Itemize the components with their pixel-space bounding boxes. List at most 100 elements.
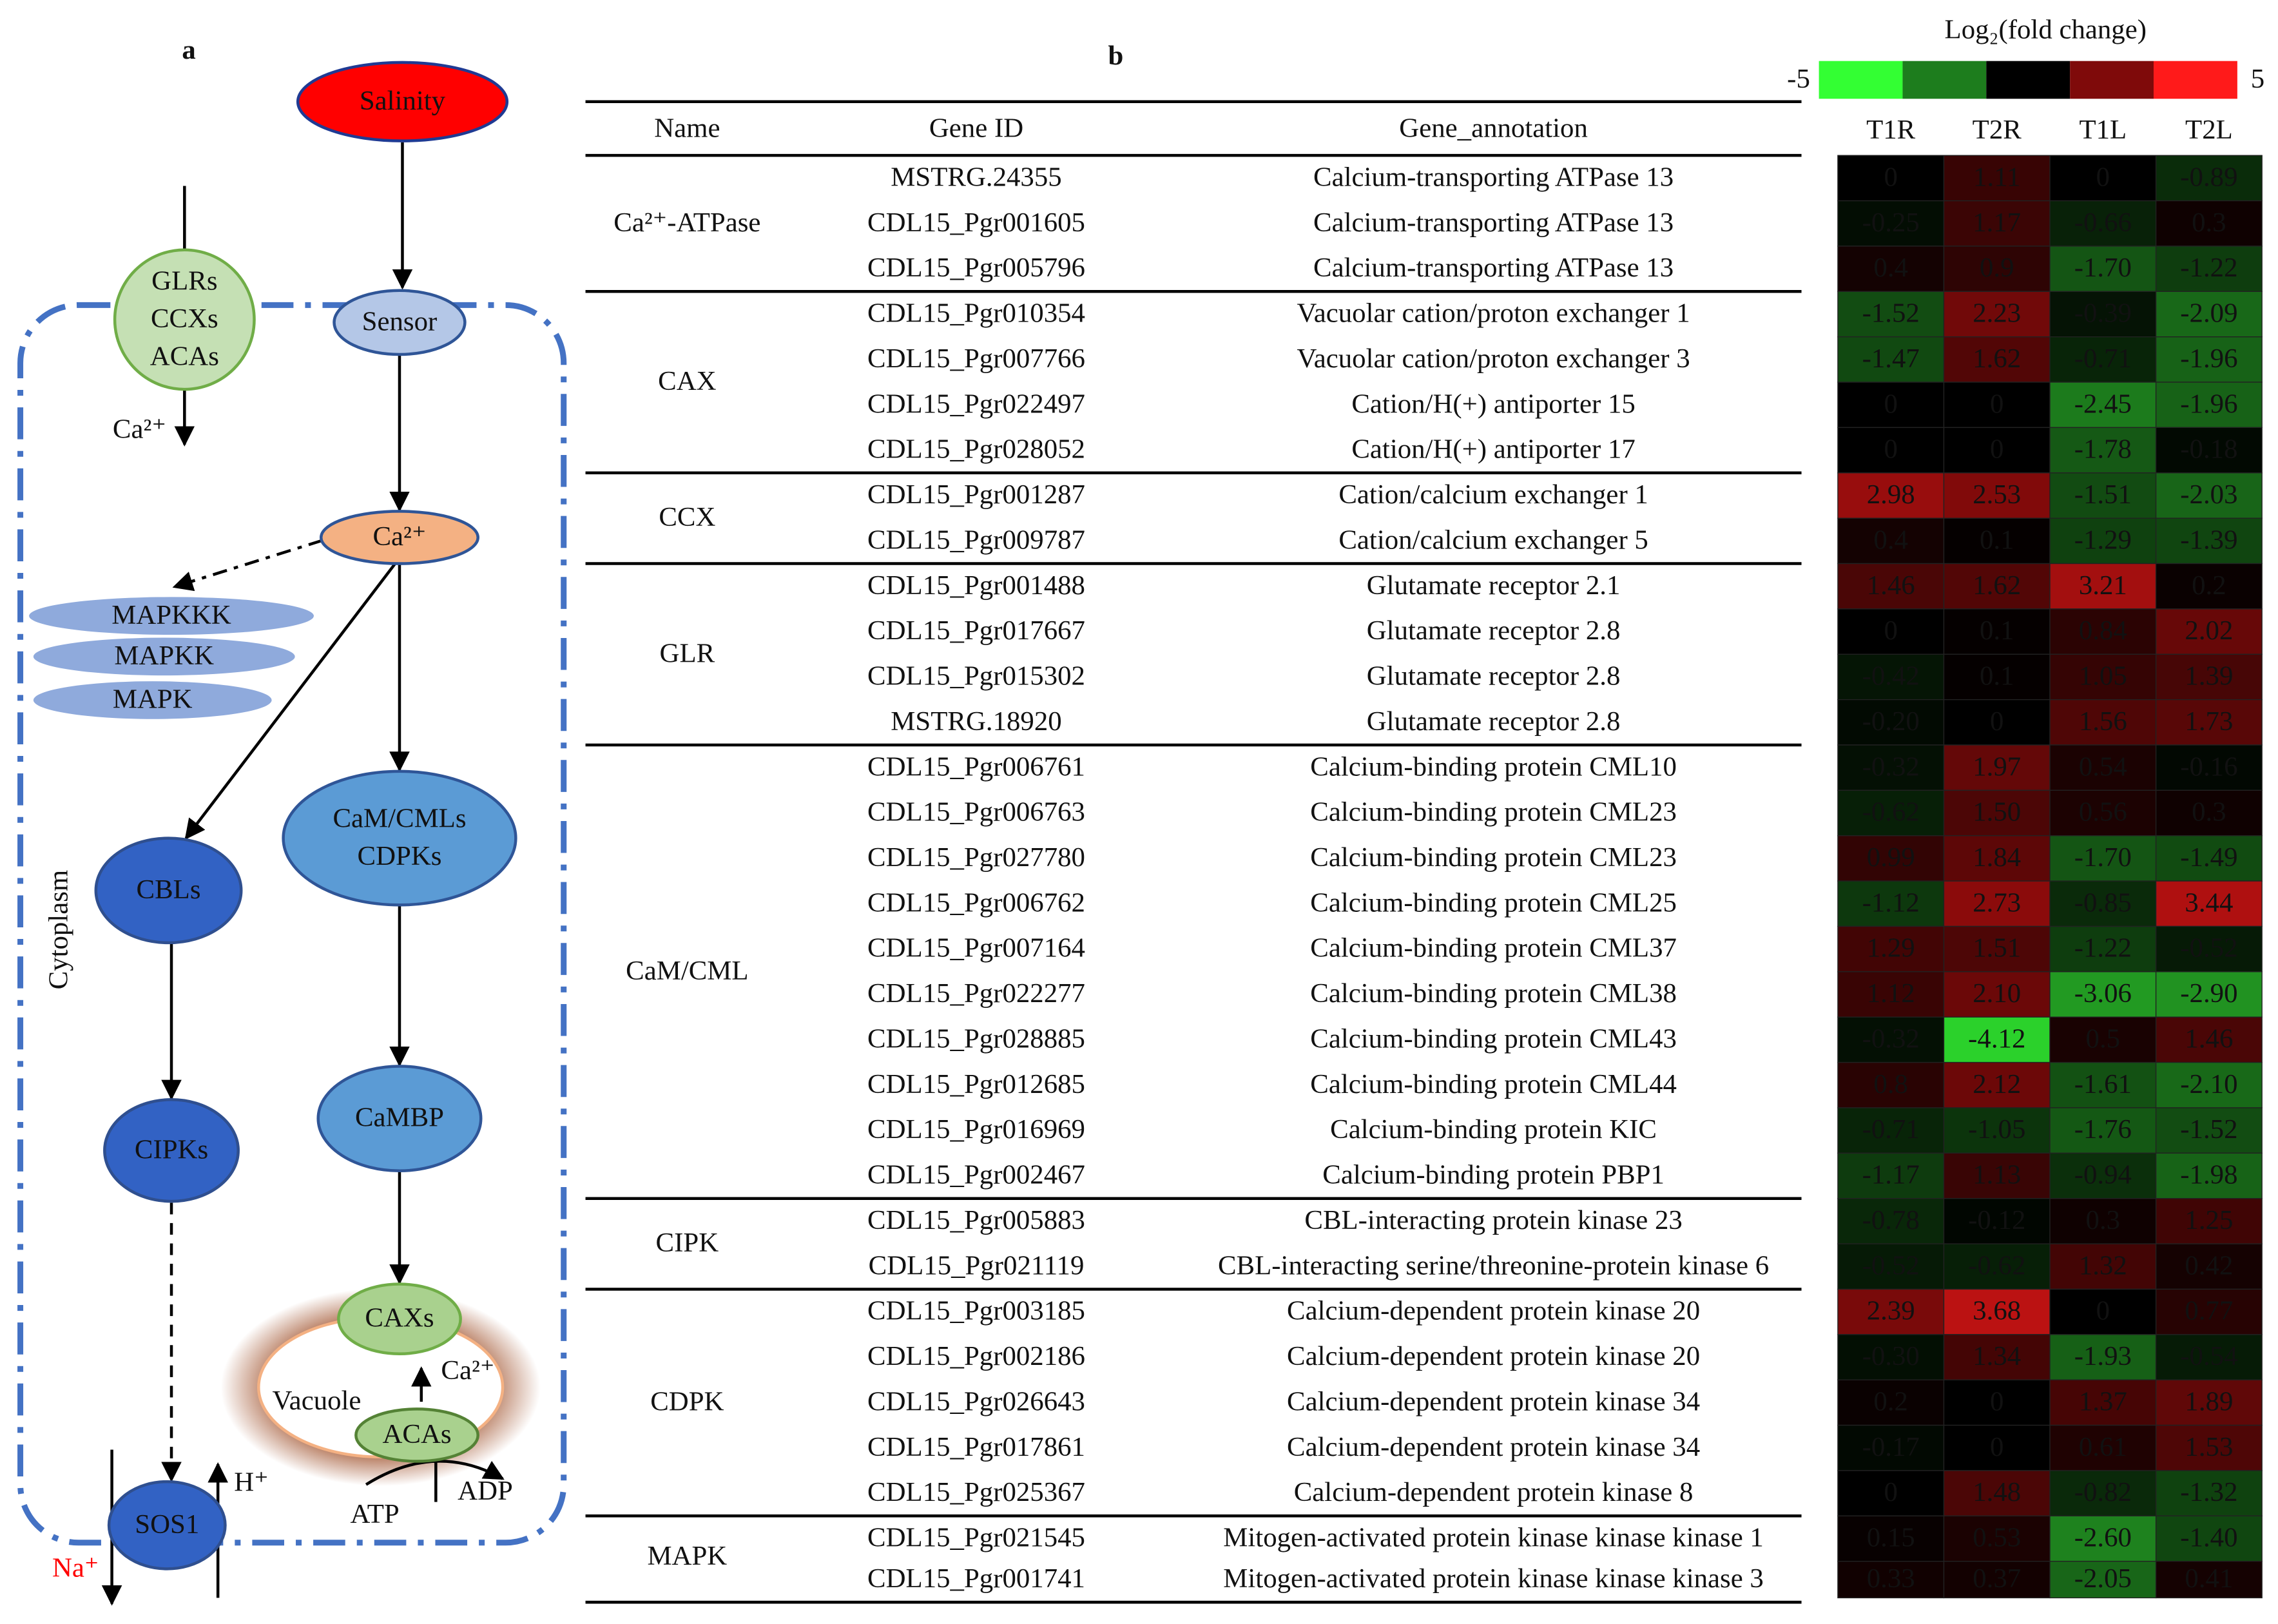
cell-label: -1.76 [2074, 1114, 2132, 1145]
cell-label: -0.85 [2074, 887, 2132, 918]
gene-annotation: Mitogen-activated protein kinase kinase … [1223, 1563, 1764, 1594]
gene-annotation: Calcium-dependent protein kinase 8 [1294, 1477, 1694, 1507]
gene-annotation: Calcium-transporting ATPase 13 [1313, 162, 1674, 192]
cell-label: -0.71 [2074, 343, 2132, 374]
ion-label: Ca²⁺ [441, 1355, 494, 1386]
cell-label: -1.98 [2180, 1160, 2237, 1190]
cell-label: 0 [1990, 1432, 2003, 1462]
node-label: ACAs [150, 342, 219, 372]
heatmap-cell [2155, 1107, 2263, 1154]
heatmap-cell [2049, 1560, 2157, 1599]
heatmap-cell [2155, 336, 2263, 383]
node-label: GLRs [151, 266, 217, 296]
gene-annotation: Calcium-dependent protein kinase 34 [1287, 1386, 1700, 1416]
cell-label: 1.62 [1973, 343, 2021, 374]
sodium-label: Na⁺ [52, 1552, 99, 1583]
heatmap-cell [2155, 1243, 2263, 1290]
heatmap-cell [2155, 1515, 2263, 1562]
heatmap-cell [1837, 1288, 1945, 1335]
gene-annotation: Glutamate receptor 2.8 [1367, 706, 1621, 737]
heatmap-cell [2155, 291, 2263, 338]
cell-label: -2.09 [2180, 298, 2237, 329]
cell-label: 1.05 [2079, 661, 2127, 691]
heatmap-cell [2155, 1424, 2263, 1471]
cell-label: -0.89 [2180, 162, 2237, 192]
cell-label: -1.40 [2180, 1523, 2237, 1553]
node-label: MAPKKK [111, 600, 231, 630]
cell-label: -1.32 [2180, 1477, 2237, 1507]
cell-label: 0 [1884, 615, 1897, 646]
heatmap-cell [2049, 517, 2157, 565]
heatmap-cell [2155, 427, 2263, 474]
heatmap-cell [1943, 517, 2051, 565]
gene-annotation: Calcium-binding protein KIC [1330, 1114, 1657, 1145]
cell-label: 0.54 [2079, 751, 2127, 782]
gene-annotation: Vacuolar cation/proton exchanger 3 [1297, 343, 1690, 374]
heatmap-cell [1943, 971, 2051, 1018]
node-label: CaMBP [355, 1103, 444, 1133]
heatmap-cell [2155, 835, 2263, 882]
heatmap-cell [1943, 1152, 2051, 1199]
cell-label: 0.15 [1867, 1523, 1915, 1553]
cell-label: 1.34 [1973, 1341, 2021, 1371]
heatmap-cell [2049, 1107, 2157, 1154]
gene-annotation: CBL-interacting serine/threonine-protein… [1218, 1250, 1769, 1281]
cell-label: 1.29 [1867, 933, 1915, 963]
cell-label: -0.18 [2180, 434, 2237, 465]
cell-label: 2.12 [1973, 1069, 2021, 1099]
cell-label: -1.29 [2074, 525, 2132, 555]
gene-id: CDL15_Pgr005883 [867, 1205, 1085, 1235]
node-label: Salinity [360, 86, 446, 116]
heatmap-cell [1943, 1198, 2051, 1244]
heatmap-cell [1837, 246, 1945, 292]
cell-label: 1.46 [2185, 1023, 2233, 1054]
heatmap-cell [2049, 427, 2157, 474]
cell-label: 0.2 [1873, 1386, 1908, 1416]
gene-id: CDL15_Pgr009787 [867, 525, 1085, 555]
node-label: SOS1 [135, 1509, 199, 1540]
cell-label: -0.78 [1862, 1205, 1920, 1235]
heatmap-cell [2049, 563, 2157, 610]
cell-label: 0.53 [1973, 1523, 2021, 1553]
cell-label: 3.21 [2079, 570, 2127, 601]
cell-label: 0 [2096, 1296, 2110, 1326]
cell-label: 0 [1884, 162, 1897, 192]
cell-label: 0 [1884, 1477, 1897, 1507]
cell-label: 1.53 [2185, 1432, 2233, 1462]
heatmap-cell [2155, 880, 2263, 927]
cell-label: 0.61 [2079, 1432, 2127, 1462]
node-label: ACAs [382, 1419, 451, 1449]
gene-annotation: Calcium-binding protein CML43 [1310, 1023, 1677, 1054]
gene-id: CDL15_Pgr025367 [867, 1477, 1085, 1507]
cell-label: -0.17 [1862, 1432, 1920, 1462]
heatmap-cell [1943, 200, 2051, 247]
cytoplasm-label: Cytoplasm [44, 870, 74, 990]
cell-label: 1.84 [1973, 842, 2021, 873]
cell-label: -2.45 [2074, 389, 2132, 419]
gene-id: CDL15_Pgr005796 [867, 253, 1085, 283]
group-name: Ca²⁺-ATPase [613, 208, 760, 238]
heatmap-cell [2049, 291, 2157, 338]
group-name: CAX [658, 366, 717, 396]
gene-annotation: Cation/calcium exchanger 1 [1338, 479, 1648, 510]
atp-label: ATP [351, 1499, 400, 1529]
cell-label: 2.02 [2185, 615, 2233, 646]
gene-id: CDL15_Pgr010354 [867, 298, 1085, 329]
heatmap-cell [1943, 563, 2051, 610]
gene-id: MSTRG.24355 [891, 162, 1061, 192]
gene-id: CDL15_Pgr015302 [867, 661, 1085, 691]
cell-label: 0.77 [2185, 1296, 2233, 1326]
heatmap-cell [2155, 563, 2263, 610]
group-name: CaM/CML [626, 956, 748, 986]
heatmap-cell [1837, 608, 1945, 655]
heatmap-cell [2049, 472, 2157, 519]
heatmap-cell [1837, 744, 1945, 791]
colorbar-block [1986, 61, 2070, 99]
node [296, 61, 509, 142]
heatmap-cell [2155, 1061, 2263, 1108]
cell-label: -1.49 [2180, 842, 2237, 873]
cell-label: -0.54 [2180, 1341, 2237, 1371]
gene-annotation: Calcium-dependent protein kinase 34 [1287, 1432, 1700, 1462]
heatmap-cell [2049, 1334, 2157, 1380]
